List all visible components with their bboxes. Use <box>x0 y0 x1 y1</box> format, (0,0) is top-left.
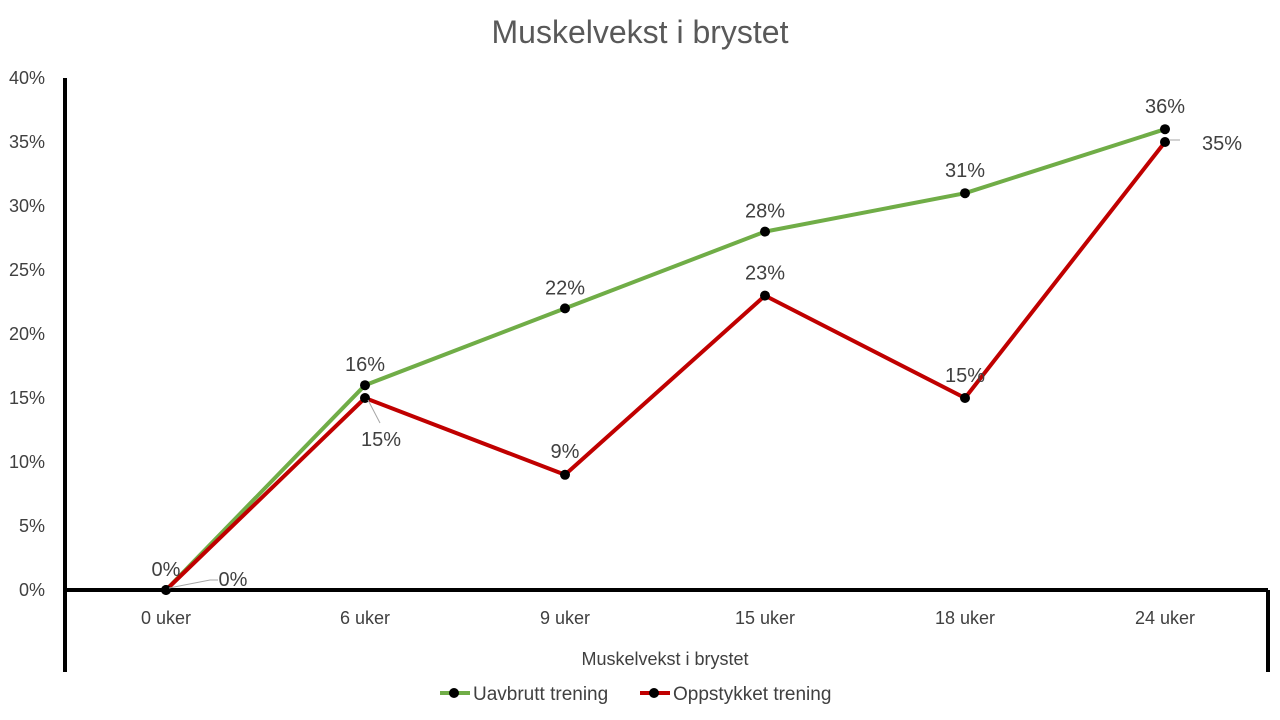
data-label-s2: 0% <box>219 569 248 591</box>
data-point-s1 <box>360 380 370 391</box>
data-point-s1 <box>560 303 570 314</box>
data-point-s2 <box>560 469 570 480</box>
data-point-s1 <box>1160 124 1170 135</box>
y-tick-label: 30% <box>9 196 45 216</box>
x-axis-title: Muskelvekst i brystet <box>581 649 748 669</box>
y-tick-label: 15% <box>9 388 45 408</box>
series-line-2 <box>164 140 1167 592</box>
data-label-s2: 15% <box>945 365 985 387</box>
data-label-s2: 23% <box>745 263 785 285</box>
legend[interactable]: Uavbrutt trening Oppstykket trening <box>440 684 831 705</box>
data-point-s2 <box>1160 137 1170 147</box>
leader-line <box>168 579 218 589</box>
y-tick-label: 20% <box>9 324 45 344</box>
chart-title: Muskelvekst i brystet <box>491 14 789 50</box>
data-point-s1 <box>760 226 770 237</box>
data-label-s1: 16% <box>345 354 385 376</box>
x-axis-ticks: 0 uker 6 uker 9 uker 15 uker 18 uker 24 uker <box>141 608 1195 628</box>
y-tick-label: 40% <box>9 68 45 88</box>
data-point-s2 <box>960 393 970 403</box>
leader-line <box>367 399 381 424</box>
x-tick-label: 6 uker <box>340 608 390 628</box>
data-point-s1 <box>960 188 970 199</box>
y-tick-label: 5% <box>19 516 45 536</box>
y-tick-label: 25% <box>9 260 45 280</box>
data-label-s2: 15% <box>361 429 401 451</box>
legend-marker <box>449 688 459 698</box>
data-label-s1: 22% <box>545 277 585 299</box>
data-label-s2: 9% <box>551 441 580 463</box>
y-tick-label: 0% <box>19 580 45 600</box>
x-tick-label: 24 uker <box>1135 608 1195 628</box>
y-tick-label: 35% <box>9 132 45 152</box>
x-tick-label: 15 uker <box>735 608 795 628</box>
data-point-s2 <box>360 393 370 403</box>
data-label-s1: 31% <box>945 160 985 182</box>
legend-item-2[interactable]: Oppstykket trening <box>640 684 831 705</box>
series-line-1 <box>164 127 1166 592</box>
data-label-s1: 28% <box>745 201 785 223</box>
legend-item-1[interactable]: Uavbrutt trening <box>440 684 608 705</box>
x-tick-label: 18 uker <box>935 608 995 628</box>
series-lines <box>161 124 1170 595</box>
data-point-s2 <box>161 585 171 595</box>
data-labels: 0% 16% 22% 28% 31% 36% 0% 15% 9% 23% 15% 35% <box>152 96 1243 591</box>
data-point-s2 <box>760 290 770 301</box>
y-tick-label: 10% <box>9 452 45 472</box>
legend-marker <box>649 688 659 698</box>
legend-label: Oppstykket trening <box>673 684 831 705</box>
y-axis-ticks: 0% 5% 10% 15% 20% 25% 30% 35% 40% <box>9 68 45 600</box>
data-label-s1: 36% <box>1145 96 1185 118</box>
axes <box>63 78 1270 672</box>
legend-label: Uavbrutt trening <box>473 684 608 705</box>
x-tick-label: 0 uker <box>141 608 191 628</box>
x-tick-label: 9 uker <box>540 608 590 628</box>
data-label-s2: 35% <box>1202 133 1242 155</box>
data-label-s1: 0% <box>152 559 181 581</box>
